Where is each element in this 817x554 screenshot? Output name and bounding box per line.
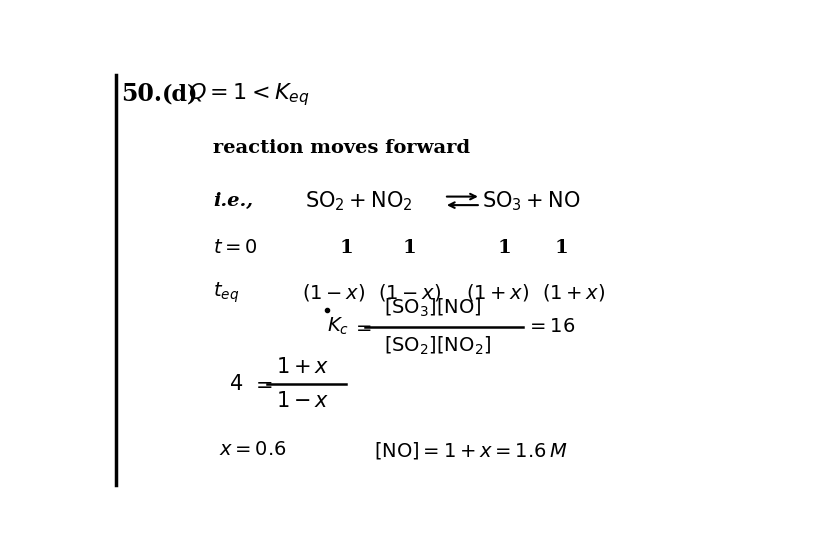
Text: $\mathrm{SO_2 + NO_2}$: $\mathrm{SO_2 + NO_2}$ — [305, 189, 413, 213]
Text: $=$: $=$ — [251, 375, 272, 394]
Text: 1: 1 — [555, 239, 569, 257]
Text: $1-x$: $1-x$ — [276, 391, 330, 412]
Text: $(1-x)$: $(1-x)$ — [377, 282, 441, 303]
Text: $4$: $4$ — [229, 375, 243, 394]
Text: $(1-x)$: $(1-x)$ — [301, 282, 365, 303]
Text: 50.: 50. — [121, 82, 162, 106]
Text: $1+x$: $1+x$ — [276, 357, 330, 377]
Text: $=$: $=$ — [352, 317, 373, 336]
Text: $(1+x)$: $(1+x)$ — [467, 282, 529, 303]
Text: reaction moves forward: reaction moves forward — [213, 138, 470, 157]
Text: $t_{eq}$: $t_{eq}$ — [213, 280, 239, 305]
Text: 1: 1 — [340, 239, 353, 257]
Text: $Q =1 < K_{eq}$: $Q =1 < K_{eq}$ — [188, 81, 310, 107]
Text: $(1+x)$: $(1+x)$ — [542, 282, 605, 303]
Text: $[\mathrm{SO_3}][\mathrm{NO}]$: $[\mathrm{SO_3}][\mathrm{NO}]$ — [384, 296, 482, 319]
Text: 1: 1 — [403, 239, 417, 257]
Text: 1: 1 — [498, 239, 511, 257]
Text: i.e.,: i.e., — [213, 192, 253, 210]
Text: $[\mathrm{NO}] = 1+x = 1.6\,M$: $[\mathrm{NO}] = 1+x = 1.6\,M$ — [374, 440, 568, 461]
Text: (d): (d) — [163, 83, 199, 105]
Text: $x = 0.6$: $x = 0.6$ — [219, 442, 287, 459]
Text: $= 16$: $= 16$ — [526, 317, 576, 336]
Text: $K_c$: $K_c$ — [327, 316, 349, 337]
Text: $\mathrm{SO_3 + NO}$: $\mathrm{SO_3 + NO}$ — [482, 189, 580, 213]
Text: $[\mathrm{SO_2}][\mathrm{NO_2}]$: $[\mathrm{SO_2}][\mathrm{NO_2}]$ — [384, 335, 491, 357]
Text: $t = 0$: $t = 0$ — [213, 239, 257, 257]
